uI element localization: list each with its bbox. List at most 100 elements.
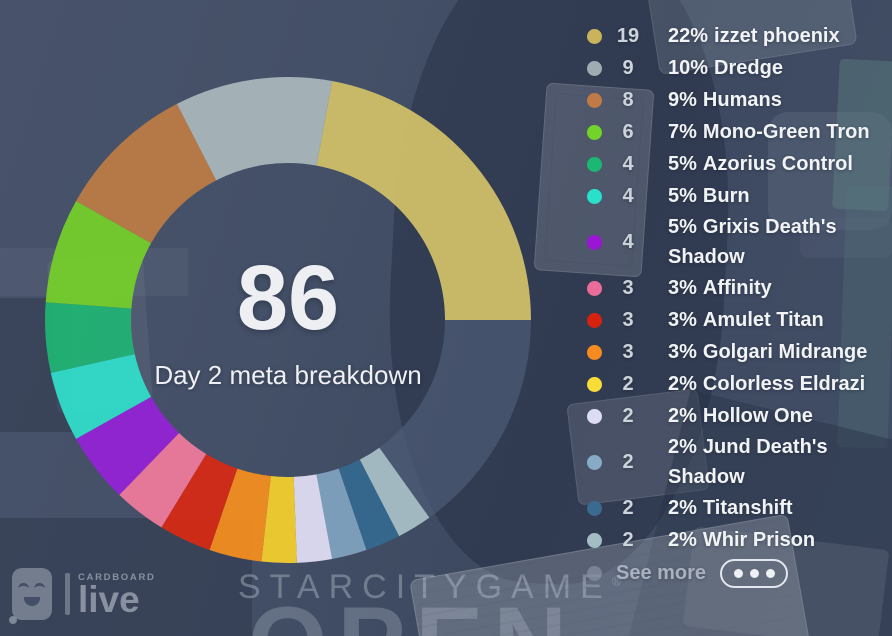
cardboard-live-logo: CARDBOARD live: [9, 568, 156, 624]
legend-dot: [587, 280, 602, 296]
registered-mark: ®: [611, 573, 622, 589]
legend-item[interactable]: 8 9% Humans: [586, 84, 886, 116]
legend-count: 4: [622, 153, 634, 175]
legend-count: 2: [622, 497, 634, 519]
legend-label: 3% Affinity: [668, 277, 772, 299]
robot-eye-icon: [18, 583, 29, 589]
see-more-label[interactable]: See more: [616, 562, 707, 584]
legend-item[interactable]: 2 2% Titanshift: [586, 492, 886, 524]
legend-item[interactable]: 2 2% Hollow One: [586, 400, 886, 432]
robot-eye-icon: [34, 583, 45, 589]
legend-item[interactable]: 2 2% Jund Death's Shadow: [586, 432, 886, 492]
ellipsis-dot-icon: [733, 568, 743, 578]
legend-item[interactable]: 2 2% Colorless Eldrazi: [586, 368, 886, 400]
legend-count: 2: [622, 373, 634, 395]
legend-count: 8: [622, 89, 634, 111]
legend-dot: [587, 344, 602, 360]
donut-segment[interactable]: [359, 447, 430, 537]
donut-segment[interactable]: [261, 476, 297, 564]
chart-subtitle: Day 2 meta breakdown: [154, 360, 422, 390]
legend-dot: [587, 312, 602, 328]
legend-count: 3: [622, 341, 634, 363]
see-more-button[interactable]: [720, 558, 789, 588]
donut-segment[interactable]: [45, 302, 135, 373]
legend-label: 5% Grixis Death's Shadow: [668, 216, 837, 268]
donut-segment[interactable]: [161, 454, 238, 550]
legend-label: 7% Mono-Green Tron: [668, 121, 870, 143]
player-count: 86: [236, 247, 340, 349]
legend-dot: [587, 532, 602, 548]
legend-item[interactable]: 3 3% Amulet Titan: [586, 304, 886, 336]
legend-dot: [587, 92, 602, 108]
donut-segment[interactable]: [176, 77, 333, 181]
legend-dot: [587, 376, 602, 392]
logo-text-live: live: [78, 579, 140, 621]
legend-count: 2: [622, 405, 634, 427]
legend-item[interactable]: 9 10% Dredge: [586, 52, 886, 84]
legend-item[interactable]: 4 5% Azorius Control: [586, 148, 886, 180]
legend-dot: [587, 156, 602, 172]
donut-segment[interactable]: [209, 468, 271, 562]
legend-label: 9% Humans: [668, 89, 782, 111]
legend-count: 19: [616, 25, 640, 47]
donut-segment[interactable]: [45, 201, 152, 309]
legend-label: 22% izzet phoenix: [668, 25, 840, 47]
logo-text-cardboard: CARDBOARD: [78, 572, 156, 584]
donut-segment[interactable]: [316, 81, 531, 321]
donut-segment[interactable]: [50, 354, 152, 439]
legend-label: 2% Titanshift: [668, 497, 793, 519]
robot-mic-icon: [9, 616, 17, 624]
donut-segment[interactable]: [119, 433, 207, 528]
legend-item[interactable]: 4 5% Grixis Death's Shadow: [586, 212, 886, 272]
legend-label: 5% Burn: [668, 185, 750, 207]
legend-label: 2% Whir Prison: [668, 529, 816, 551]
legend-item[interactable]: 3 3% Golgari Midrange: [586, 336, 886, 368]
legend-count: 4: [622, 231, 634, 253]
legend-dot: [587, 408, 602, 424]
legend-label: 2% Hollow One: [668, 405, 813, 427]
donut-center-label: 86 Day 2 meta breakdown: [118, 252, 458, 391]
legend-count: 9: [622, 57, 634, 79]
donut-segment[interactable]: [293, 474, 333, 563]
donut-segment[interactable]: [76, 103, 217, 244]
legend-label: 5% Azorius Control: [668, 153, 853, 175]
see-more-row[interactable]: See more: [586, 557, 886, 589]
legend-dot: [587, 234, 602, 250]
legend-label: 3% Golgari Midrange: [668, 341, 868, 363]
ellipsis-dot-icon: [765, 568, 775, 578]
logo-divider: [65, 573, 70, 615]
legend-item[interactable]: 2 2% Whir Prison: [586, 524, 886, 556]
legend-label: 2% Jund Death's Shadow: [668, 436, 828, 488]
legend-dot: [587, 565, 602, 581]
legend-dot: [587, 454, 602, 470]
robot-mouth-icon: [24, 597, 40, 606]
legend-label: 3% Amulet Titan: [668, 309, 824, 331]
legend-dot: [587, 60, 602, 76]
legend-item[interactable]: 4 5% Burn: [586, 180, 886, 212]
robot-icon: [9, 568, 52, 624]
donut-segment[interactable]: [316, 468, 367, 559]
legend-count: 6: [622, 121, 634, 143]
legend-dot: [587, 28, 602, 44]
meta-legend: 19 22% izzet phoenix 9 10% Dredge 8 9% Humans 6 7%…: [586, 20, 886, 589]
starcitygames-banner: STARCITYGAME®: [238, 568, 622, 606]
donut-segment[interactable]: [338, 459, 400, 550]
legend-count: 2: [622, 529, 634, 551]
legend-dot: [587, 500, 602, 516]
banner-big-letters: OPEN: [248, 592, 577, 636]
legend-count: 3: [622, 309, 634, 331]
legend-count: 2: [622, 451, 634, 473]
legend-dot: [587, 188, 602, 204]
legend-item[interactable]: 19 22% izzet phoenix: [586, 20, 886, 52]
legend-label: 2% Colorless Eldrazi: [668, 373, 866, 395]
legend-count: 3: [622, 277, 634, 299]
legend-item[interactable]: 3 3% Affinity: [586, 272, 886, 304]
legend-dot: [587, 124, 602, 140]
donut-segment[interactable]: [379, 320, 531, 518]
donut-segment[interactable]: [76, 396, 180, 495]
ellipsis-dot-icon: [749, 568, 759, 578]
legend-count: 4: [622, 185, 634, 207]
legend-item[interactable]: 6 7% Mono-Green Tron: [586, 116, 886, 148]
